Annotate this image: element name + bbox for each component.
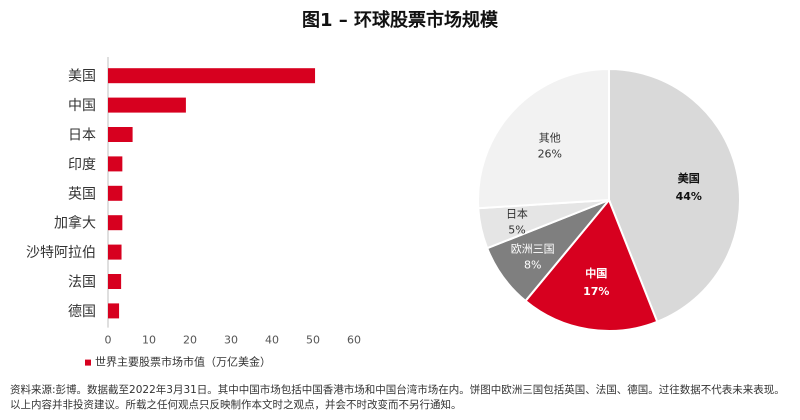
pie-slice xyxy=(477,67,610,210)
pie-slice-label: 中国 xyxy=(585,266,607,280)
pie-slice xyxy=(608,67,741,324)
pie-slice-label: 日本 xyxy=(506,207,528,221)
bar xyxy=(108,303,120,319)
bar-category-label: 法国 xyxy=(68,275,96,291)
bar-category-label: 印度 xyxy=(68,157,96,173)
legend-swatch xyxy=(85,359,91,366)
pie-slice-label: 美国 xyxy=(678,171,700,185)
figure-title: 图1 – 环球股票市场规模 xyxy=(301,10,499,31)
bar xyxy=(108,68,316,84)
x-tick-label: 0 xyxy=(105,334,112,347)
pie-slice xyxy=(524,198,659,332)
bar-category-label: 美国 xyxy=(68,69,96,85)
bar xyxy=(108,244,122,260)
x-tick-label: 50 xyxy=(306,334,320,347)
bar-category-label: 英国 xyxy=(68,185,96,202)
pie-slice-label: 其他 xyxy=(539,131,561,144)
x-tick-label: 10 xyxy=(142,334,156,347)
pie-slice-value: 8% xyxy=(524,258,541,271)
bar xyxy=(108,274,122,289)
pie-slice-value: 17% xyxy=(583,285,609,298)
x-tick-label: 60 xyxy=(347,334,361,347)
bar xyxy=(108,215,123,231)
pie-slice-value: 26% xyxy=(538,147,562,160)
bar-category-label: 加拿大 xyxy=(54,215,96,232)
bar xyxy=(108,156,123,172)
bar-category-label: 沙特阿拉伯 xyxy=(26,245,96,261)
legend-label: 世界主要股票市场市值（万亿美金） xyxy=(95,355,271,369)
pie-slice-value: 5% xyxy=(508,224,525,237)
bar xyxy=(108,97,186,113)
pie-slice-label: 欧洲三国 xyxy=(511,242,555,255)
footnote: 资料来源:彭博。数据截至2022年3月31日。其中中国市场包括中国香港市场和中国… xyxy=(10,384,785,411)
pie-slice-value: 44% xyxy=(676,190,702,203)
bar-category-label: 日本 xyxy=(68,128,96,144)
x-tick-label: 30 xyxy=(224,334,238,347)
bar-category-label: 德国 xyxy=(68,304,96,320)
bar xyxy=(108,127,133,142)
x-tick-label: 40 xyxy=(265,334,279,347)
bar-category-label: 中国 xyxy=(68,98,96,114)
bar xyxy=(108,185,123,201)
x-tick-label: 20 xyxy=(183,334,197,347)
pie-chart: 美国 44% 中国 17% 欧洲三国 8% 日本 5% 其他 26% xyxy=(477,67,741,332)
